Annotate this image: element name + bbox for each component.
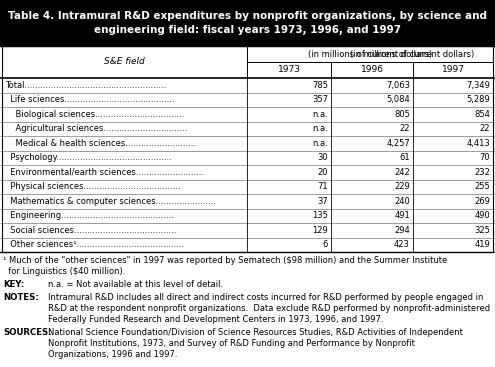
Text: Organizations, 1996 and 1997.: Organizations, 1996 and 1997. [48, 350, 178, 359]
Text: 1996: 1996 [360, 65, 384, 75]
Text: Environmental/earth sciences..........................: Environmental/earth sciences............… [5, 168, 204, 177]
Text: Mathematics & computer sciences.......................: Mathematics & computer sciences.........… [5, 197, 216, 206]
Text: Table 4. Intramural R&D expenditures by nonprofit organizations, by science and
: Table 4. Intramural R&D expenditures by … [8, 11, 487, 35]
Text: Agricultural sciences................................: Agricultural sciences...................… [5, 124, 188, 133]
Text: 357: 357 [312, 95, 328, 104]
Text: Total......................................................: Total...................................… [5, 81, 166, 90]
Text: Biological sciences..................................: Biological sciences.....................… [5, 110, 184, 119]
Text: 490: 490 [474, 211, 490, 220]
Text: n.a.: n.a. [312, 110, 328, 119]
Text: Medical & health sciences...........................: Medical & health sciences...............… [5, 139, 196, 148]
Text: 4,413: 4,413 [466, 139, 490, 148]
Text: 1973: 1973 [278, 65, 300, 75]
Text: Federally Funded Research and Development Centers in 1973, 1996, and 1997.: Federally Funded Research and Developmen… [48, 315, 384, 324]
Text: NOTES:: NOTES: [3, 293, 39, 302]
Text: 242: 242 [394, 168, 410, 177]
Text: 129: 129 [312, 226, 328, 235]
Text: 20: 20 [317, 168, 328, 177]
Text: 30: 30 [317, 153, 328, 162]
Text: Other sciences¹.........................................: Other sciences¹.........................… [5, 240, 184, 249]
Text: 269: 269 [474, 197, 490, 206]
Text: 135: 135 [312, 211, 328, 220]
Text: 423: 423 [394, 240, 410, 249]
Text: Engineering...........................................: Engineering.............................… [5, 211, 174, 220]
Text: for Linguistics ($40 million).: for Linguistics ($40 million). [3, 267, 125, 276]
Text: (in millions of current dollars): (in millions of current dollars) [350, 50, 474, 58]
Text: 240: 240 [394, 197, 410, 206]
Text: n.a. = Not available at this level of detail.: n.a. = Not available at this level of de… [48, 280, 223, 289]
Text: National Science Foundation/Division of Science Resources Studies, R&D Activitie: National Science Foundation/Division of … [48, 328, 463, 337]
Bar [0, 0, 495, 46]
Text: Physical sciences.....................................: Physical sciences.......................… [5, 182, 181, 191]
Text: SOURCES:: SOURCES: [3, 328, 52, 337]
Text: 5,289: 5,289 [466, 95, 490, 104]
Text: S&E field: S&E field [104, 58, 145, 66]
Text: 22: 22 [480, 124, 490, 133]
Text: 491: 491 [394, 211, 410, 220]
Text: n.a.: n.a. [312, 124, 328, 133]
Text: 61: 61 [399, 153, 410, 162]
Text: 6: 6 [323, 240, 328, 249]
Text: 419: 419 [474, 240, 490, 249]
Text: 4,257: 4,257 [386, 139, 410, 148]
Text: KEY:: KEY: [3, 280, 24, 289]
Text: 1997: 1997 [442, 65, 464, 75]
Text: Life sciences..........................................: Life sciences...........................… [5, 95, 175, 104]
Text: 37: 37 [317, 197, 328, 206]
Text: 5,084: 5,084 [386, 95, 410, 104]
Text: (in millions of current dollars): (in millions of current dollars) [308, 50, 432, 58]
Text: 229: 229 [394, 182, 410, 191]
Text: 22: 22 [399, 124, 410, 133]
Text: 785: 785 [312, 81, 328, 90]
Text: ¹ Much of the "other sciences" in 1997 was reported by Sematech ($98 million) an: ¹ Much of the "other sciences" in 1997 w… [3, 256, 447, 265]
Text: 232: 232 [474, 168, 490, 177]
Text: Social sciences.......................................: Social sciences.........................… [5, 226, 176, 235]
Text: Nonprofit Institutions, 1973, and Survey of R&D Funding and Performance by Nonpr: Nonprofit Institutions, 1973, and Survey… [48, 339, 415, 348]
Text: 7,063: 7,063 [386, 81, 410, 90]
Text: 854: 854 [474, 110, 490, 119]
Text: Intramural R&D includes all direct and indirect costs incurred for R&D performed: Intramural R&D includes all direct and i… [48, 293, 484, 302]
Text: 255: 255 [474, 182, 490, 191]
Text: 7,349: 7,349 [466, 81, 490, 90]
Text: n.a.: n.a. [312, 139, 328, 148]
Text: 71: 71 [317, 182, 328, 191]
Text: 70: 70 [479, 153, 490, 162]
Text: Psychology............................................: Psychology..............................… [5, 153, 172, 162]
Text: 294: 294 [394, 226, 410, 235]
Text: R&D at the respondent nonprofit organizations.  Data exclude R&D performed by no: R&D at the respondent nonprofit organiza… [48, 304, 490, 313]
Text: 805: 805 [394, 110, 410, 119]
Text: 325: 325 [474, 226, 490, 235]
